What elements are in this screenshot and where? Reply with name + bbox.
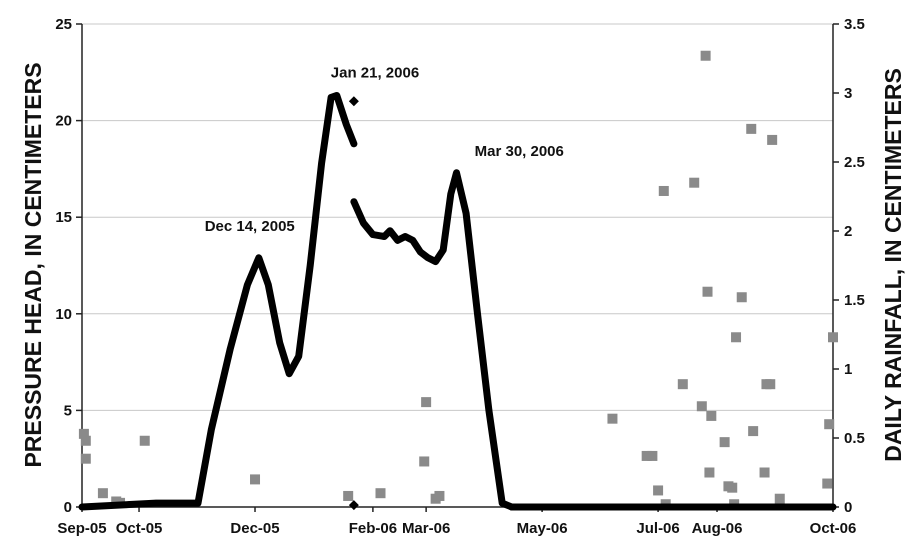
rainfall-point (706, 411, 716, 421)
rainfall-point (81, 436, 91, 446)
x-tick-label: Oct-05 (116, 520, 163, 537)
x-tick-label: Jul-06 (636, 520, 679, 537)
x-tick-label: Dec-05 (230, 520, 279, 537)
y-tick-label: 15 (55, 209, 72, 226)
rainfall-point (653, 485, 663, 495)
rainfall-point (746, 124, 756, 134)
rainfall-point (765, 379, 775, 389)
rainfall-point (767, 135, 777, 145)
rainfall-point (720, 437, 730, 447)
y2-tick-label: 1.5 (844, 292, 865, 309)
rainfall-point (760, 468, 770, 478)
axes (82, 24, 833, 507)
y2-tick-label: 3.5 (844, 16, 865, 33)
rainfall-point (81, 454, 91, 464)
rainfall-point (775, 494, 785, 504)
y2-tick-label: 0 (844, 499, 852, 516)
rainfall-point (98, 488, 108, 498)
rainfall-point (748, 426, 758, 436)
rainfall-point (689, 178, 699, 188)
gridlines (82, 24, 833, 410)
rainfall-point (375, 488, 385, 498)
diamond-marker (349, 500, 359, 510)
rainfall-point (697, 401, 707, 411)
y-tick-label: 0 (64, 499, 72, 516)
rainfall-point (703, 287, 713, 297)
rainfall-point (421, 397, 431, 407)
y2-tick-label: 1 (844, 361, 852, 378)
rainfall-point (824, 419, 834, 429)
x-tick-label: Aug-06 (692, 520, 743, 537)
rainfall-point (250, 474, 260, 484)
rainfall-point (434, 491, 444, 501)
y-axis-title: PRESSURE HEAD, IN CENTIMETERS (20, 62, 46, 467)
pressure-head-line (82, 96, 354, 508)
x-tick-label: May-06 (517, 520, 568, 537)
rainfall-point (731, 332, 741, 342)
y-tick-label: 5 (64, 402, 72, 419)
rainfall-point (343, 491, 353, 501)
rainfall-point (737, 292, 747, 302)
rainfall-point (822, 479, 832, 489)
rainfall-point (704, 468, 714, 478)
annotations: Dec 14, 2005 Jan 21, 2006 Mar 30, 2006 (205, 64, 564, 234)
rainfall-point (140, 436, 150, 446)
y2-tick-label: 2 (844, 223, 852, 240)
diamond-markers (349, 96, 359, 510)
rainfall-point (828, 332, 838, 342)
rainfall-point (659, 186, 669, 196)
y2-tick-label: 2.5 (844, 154, 865, 171)
pressure-head-line (354, 173, 512, 507)
rainfall-point (419, 456, 429, 466)
rainfall-series (79, 51, 838, 510)
ticks: 0 5 10 15 20 25 0 0.5 1 1.5 2 2.5 3 3.5 Sep-05 Oct-05 De… (55, 16, 865, 537)
y-tick-label: 10 (55, 306, 72, 323)
annotation-label: Jan 21, 2006 (331, 64, 419, 81)
y-tick-label: 25 (55, 16, 72, 33)
rainfall-point (678, 379, 688, 389)
x-tick-label: Oct-06 (810, 520, 857, 537)
rainfall-point (727, 483, 737, 493)
annotation-label: Mar 30, 2006 (475, 143, 564, 160)
y2-tick-label: 0.5 (844, 430, 865, 447)
x-tick-label: Mar-06 (402, 520, 450, 537)
rainfall-point (647, 451, 657, 461)
rainfall-point (701, 51, 711, 61)
diamond-marker (349, 96, 359, 106)
x-tick-label: Feb-06 (349, 520, 397, 537)
x-tick-label: Sep-05 (57, 520, 106, 537)
y-tick-label: 20 (55, 113, 72, 130)
rainfall-point (607, 414, 617, 424)
y2-tick-label: 3 (844, 85, 852, 102)
annotation-label: Dec 14, 2005 (205, 218, 295, 235)
y2-axis-title: DAILY RAINFALL, IN CENTIMETERS (880, 68, 906, 462)
